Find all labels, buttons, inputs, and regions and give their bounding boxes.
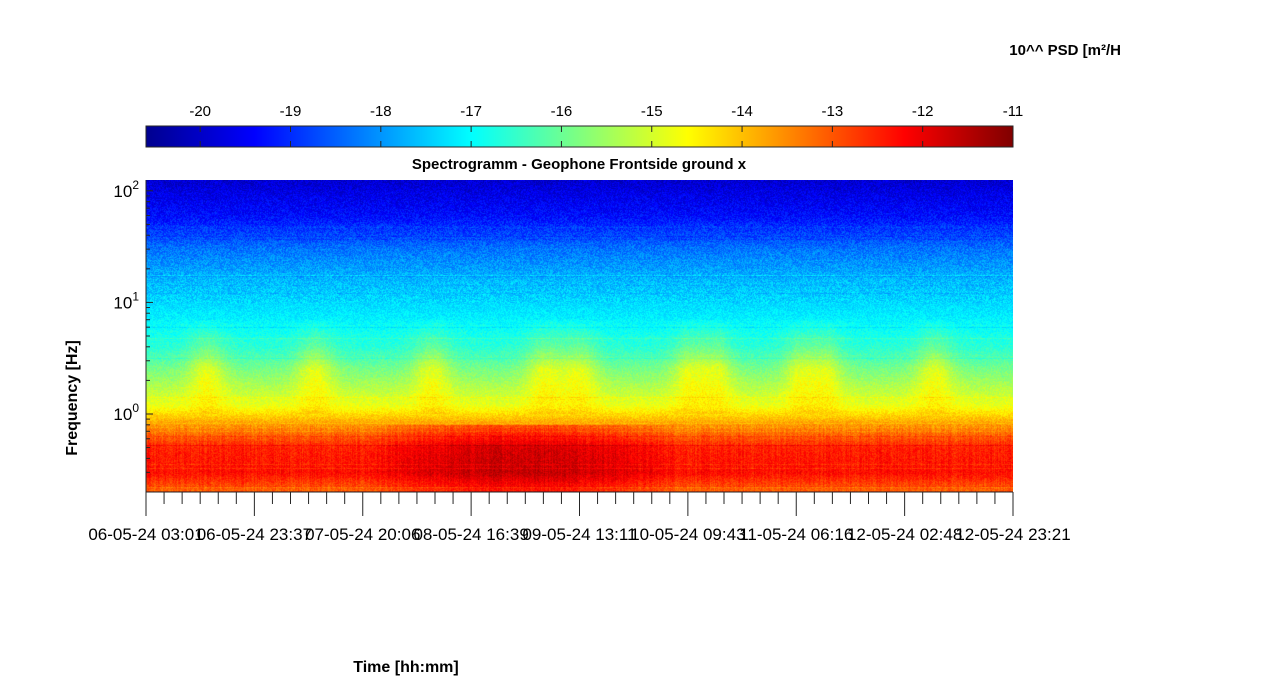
spectrogram-heatmap — [146, 180, 1013, 492]
x-tick-label: 12-05-24 02:48 — [847, 525, 962, 544]
y-major-ticks: 100 101 102 — [113, 178, 153, 424]
x-tick-label: 09-05-24 13:11 — [522, 525, 636, 544]
colorbar-tick-label: -14 — [731, 103, 753, 120]
y-tick-label: 100 — [113, 401, 139, 424]
colorbar-tick-label: -15 — [641, 103, 663, 120]
colorbar-ticks: -20 -19 -18 -17 -16 -15 -14 -13 -12 -11 — [189, 103, 1023, 147]
colorbar-tick-label: -17 — [460, 103, 482, 120]
y-axis-label: Frequency [Hz] — [64, 340, 81, 456]
colorbar-tick-label: -16 — [551, 103, 573, 120]
x-tick-label: 06-05-24 03:01 — [88, 525, 203, 544]
colorbar-tick-label: -11 — [1003, 103, 1024, 120]
x-tick-label: 08-05-24 16:39 — [413, 525, 528, 544]
x-tick-label: 06-05-24 23:37 — [197, 525, 312, 544]
colorbar-tick-label: -18 — [370, 103, 392, 120]
colorbar-tick-label: -19 — [280, 103, 302, 120]
y-tick-label: 101 — [113, 289, 139, 312]
colorbar — [145, 125, 1014, 148]
y-tick-label: 102 — [113, 178, 139, 201]
x-tick-label: 12-05-24 23:21 — [955, 525, 1070, 544]
colorbar-label: 10^^ PSD [m²/H — [1009, 42, 1121, 59]
x-tick-label: 11-05-24 06:16 — [739, 525, 853, 544]
colorbar-tick-label: -13 — [822, 103, 844, 120]
colorbar-tick-label: -12 — [912, 103, 934, 120]
x-tick-label: 07-05-24 20:06 — [305, 525, 420, 544]
heatmap-container — [146, 180, 1013, 492]
x-axis-label: Time [hh:mm] — [353, 659, 458, 676]
x-minor-ticks — [163, 492, 996, 504]
chart-title: Spectrogramm - Geophone Frontside ground… — [412, 156, 747, 173]
colorbar-tick-label: -20 — [189, 103, 211, 120]
x-tick-label: 10-05-24 09:43 — [630, 525, 745, 544]
